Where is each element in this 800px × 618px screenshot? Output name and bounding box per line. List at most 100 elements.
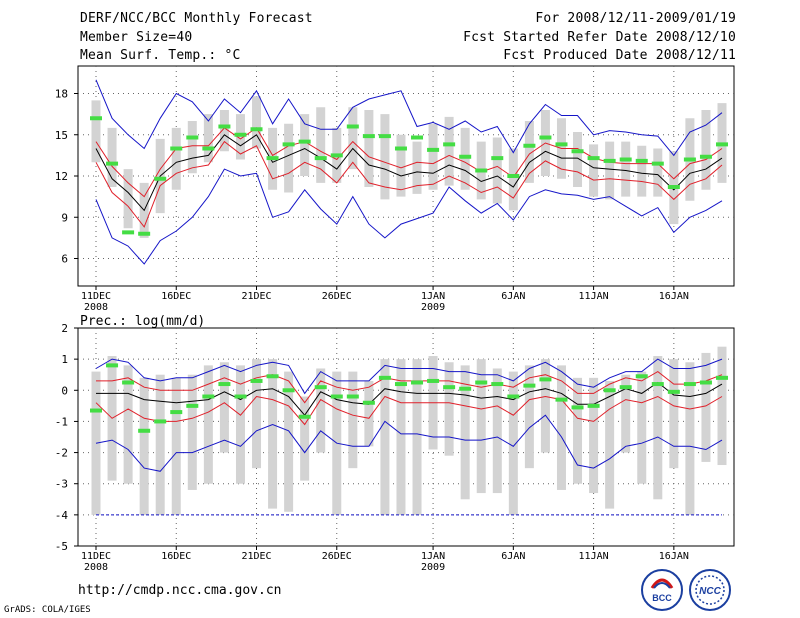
y-tick-label: 12 bbox=[55, 170, 68, 183]
y-tick-label: 9 bbox=[61, 211, 68, 224]
range-box bbox=[235, 365, 245, 484]
observation-mark bbox=[346, 394, 359, 399]
outer-high-line bbox=[95, 358, 723, 395]
observation-mark bbox=[282, 142, 295, 147]
observation-mark bbox=[362, 400, 375, 405]
observation-mark bbox=[555, 142, 568, 147]
range-box bbox=[219, 110, 229, 152]
range-box bbox=[428, 123, 438, 190]
observation-mark bbox=[298, 414, 311, 419]
grads-credit: GrADS: COLA/IGES bbox=[4, 605, 91, 615]
range-box bbox=[364, 110, 374, 187]
observation-mark bbox=[154, 176, 167, 181]
range-box bbox=[701, 352, 711, 462]
range-box bbox=[573, 132, 583, 187]
range-box bbox=[284, 371, 294, 512]
observation-mark bbox=[411, 380, 424, 385]
outer-high-line bbox=[95, 79, 723, 157]
range-box bbox=[187, 121, 197, 174]
observation-mark bbox=[378, 134, 391, 139]
observation-mark bbox=[138, 231, 151, 236]
range-box bbox=[316, 368, 326, 453]
range-box bbox=[637, 371, 647, 484]
ensemble-mean-line bbox=[95, 134, 723, 212]
y-tick-label: 1 bbox=[61, 353, 68, 366]
observation-mark bbox=[635, 374, 648, 379]
inner-high-line bbox=[95, 127, 723, 198]
observation-mark bbox=[234, 132, 247, 137]
range-box bbox=[91, 100, 101, 163]
y-tick-label: -1 bbox=[55, 415, 68, 428]
plot-frame bbox=[77, 327, 735, 547]
observation-mark bbox=[411, 135, 424, 140]
y-tick-label: 0 bbox=[61, 384, 68, 397]
range-box bbox=[107, 127, 117, 187]
range-box bbox=[476, 359, 486, 494]
fcst-started-date: Fcst Started Refer Date 2008/12/10 bbox=[463, 30, 736, 45]
range-box bbox=[444, 116, 454, 186]
range-box bbox=[316, 107, 326, 183]
observation-mark bbox=[154, 419, 167, 424]
x-tick-label: 26DEC bbox=[322, 551, 352, 562]
range-box bbox=[556, 365, 566, 490]
x-tick-year: 2008 bbox=[84, 302, 108, 313]
range-box bbox=[348, 371, 358, 469]
bcc-logo-icon: BCC bbox=[641, 569, 683, 611]
range-box bbox=[460, 365, 470, 500]
range-box bbox=[203, 365, 213, 484]
range-box bbox=[621, 141, 631, 197]
range-box bbox=[300, 114, 310, 176]
observation-mark bbox=[507, 174, 520, 178]
observation-mark bbox=[619, 385, 632, 390]
range-box bbox=[573, 377, 583, 484]
range-box bbox=[364, 380, 374, 447]
range-box bbox=[203, 114, 213, 163]
x-tick-label: 6JAN bbox=[501, 291, 525, 302]
observation-mark bbox=[314, 156, 327, 161]
variable-label: Mean Surf. Temp.: °C bbox=[80, 48, 241, 63]
observation-mark bbox=[138, 428, 151, 433]
observation-mark bbox=[186, 403, 199, 408]
observation-mark bbox=[218, 382, 231, 387]
forecast-period: For 2008/12/11-2009/01/19 bbox=[535, 11, 736, 26]
range-box bbox=[524, 121, 534, 183]
observation-mark bbox=[523, 383, 536, 388]
y-tick-label: -5 bbox=[55, 540, 68, 553]
x-tick-year: 2009 bbox=[421, 302, 445, 313]
range-box bbox=[155, 374, 165, 515]
range-box bbox=[460, 127, 470, 190]
x-tick-label: 16JAN bbox=[659, 291, 689, 302]
x-tick-label: 21DEC bbox=[241, 291, 271, 302]
x-tick-label: 11DEC bbox=[81, 291, 111, 302]
member-size: Member Size=40 bbox=[80, 30, 193, 45]
x-tick-label: 16DEC bbox=[161, 551, 191, 562]
observation-mark bbox=[603, 388, 616, 393]
range-box bbox=[508, 148, 518, 211]
x-tick-label: 11JAN bbox=[579, 291, 609, 302]
inner-high-line bbox=[96, 370, 723, 404]
range-box bbox=[412, 359, 422, 515]
observation-mark bbox=[298, 139, 311, 144]
x-tick-label: 16DEC bbox=[161, 291, 191, 302]
y-tick-label: 18 bbox=[55, 88, 68, 101]
observation-mark bbox=[716, 375, 728, 380]
fcst-produced-date: Fcst Produced Date 2008/12/11 bbox=[503, 48, 736, 63]
range-box bbox=[171, 377, 181, 515]
source-url[interactable]: http://cmdp.ncc.cma.gov.cn bbox=[78, 583, 282, 598]
observation-mark bbox=[667, 389, 680, 394]
range-box bbox=[444, 362, 454, 456]
observation-mark bbox=[443, 142, 456, 147]
observation-mark bbox=[699, 154, 712, 159]
range-box bbox=[219, 362, 229, 453]
svg-text:NCC: NCC bbox=[699, 586, 721, 597]
observation-mark bbox=[539, 135, 552, 140]
observation-mark bbox=[603, 158, 616, 163]
range-box bbox=[589, 377, 599, 494]
observation-mark bbox=[651, 382, 664, 387]
observation-mark bbox=[587, 156, 600, 161]
observation-mark bbox=[106, 161, 119, 166]
observation-mark bbox=[716, 142, 728, 147]
range-box bbox=[380, 359, 390, 515]
range-box bbox=[412, 141, 422, 194]
